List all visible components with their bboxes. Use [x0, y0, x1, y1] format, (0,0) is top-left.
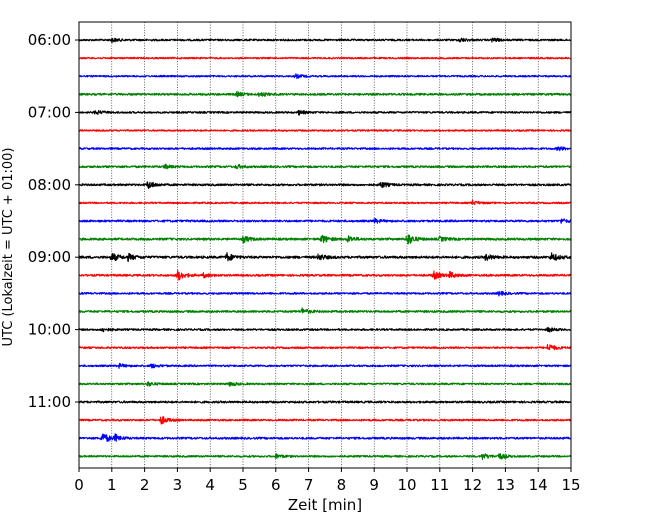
seismic-trace — [78, 326, 572, 333]
seismic-trace — [78, 362, 572, 369]
plot-frame — [78, 21, 572, 469]
x-tick-label: 11 — [430, 476, 449, 494]
x-tick-label: 4 — [205, 476, 215, 494]
y-tick-label: 08:00 — [28, 176, 71, 194]
x-tick-label: 5 — [238, 476, 248, 494]
y-tick-label: 07:00 — [28, 103, 71, 121]
x-tick-label: 2 — [140, 476, 150, 494]
seismic-trace — [78, 343, 572, 351]
seismic-trace — [78, 90, 572, 98]
seismic-trace — [78, 252, 572, 263]
seismic-trace — [78, 381, 572, 387]
trace-group — [78, 37, 572, 461]
seismic-trace — [78, 290, 572, 297]
seismic-trace — [78, 199, 572, 206]
x-tick-label: 15 — [561, 476, 580, 494]
y-axis-label: UTC (Lokalzeit = UTC + 01:00) — [1, 148, 16, 347]
seismic-trace — [78, 129, 572, 132]
x-tick-label: 7 — [304, 476, 314, 494]
x-axis-label: Zeit [min] — [288, 496, 362, 514]
y-tick-label: 09:00 — [28, 248, 71, 266]
seismic-trace — [78, 270, 572, 281]
x-tick-label: 14 — [529, 476, 548, 494]
y-tick-label: 11:00 — [28, 393, 71, 411]
seismic-trace — [78, 146, 572, 152]
x-axis: 0 1 2 3 4 5 6 7 8 9 10 11 12 13 14 15 — [74, 468, 581, 494]
seismic-trace — [78, 217, 572, 224]
x-tick-label: 9 — [369, 476, 379, 494]
seismic-trace — [78, 307, 572, 314]
y-tick-label: 06:00 — [28, 31, 71, 49]
y-axis: 06:00 07:00 08:00 09:00 10:00 11:00 — [28, 31, 79, 411]
x-tick-label: 3 — [173, 476, 183, 494]
seismic-trace — [78, 400, 572, 404]
seismic-trace — [78, 73, 572, 80]
x-tick-label: 0 — [74, 476, 84, 494]
x-tick-label: 8 — [337, 476, 347, 494]
seismic-trace — [78, 163, 572, 170]
x-tick-label: 13 — [496, 476, 515, 494]
seismic-trace — [78, 181, 572, 190]
seismic-trace — [78, 37, 572, 44]
y-tick-label: 10:00 — [28, 321, 71, 339]
x-tick-label: 10 — [397, 476, 416, 494]
seismic-trace — [78, 453, 572, 461]
x-tick-label: 12 — [463, 476, 482, 494]
seismic-trace — [78, 109, 572, 116]
seismic-trace — [78, 433, 572, 443]
seismic-trace — [78, 56, 572, 60]
x-tick-label: 6 — [271, 476, 281, 494]
seismic-trace — [78, 416, 572, 425]
seismic-trace — [78, 234, 572, 245]
x-tick-label: 1 — [107, 476, 117, 494]
